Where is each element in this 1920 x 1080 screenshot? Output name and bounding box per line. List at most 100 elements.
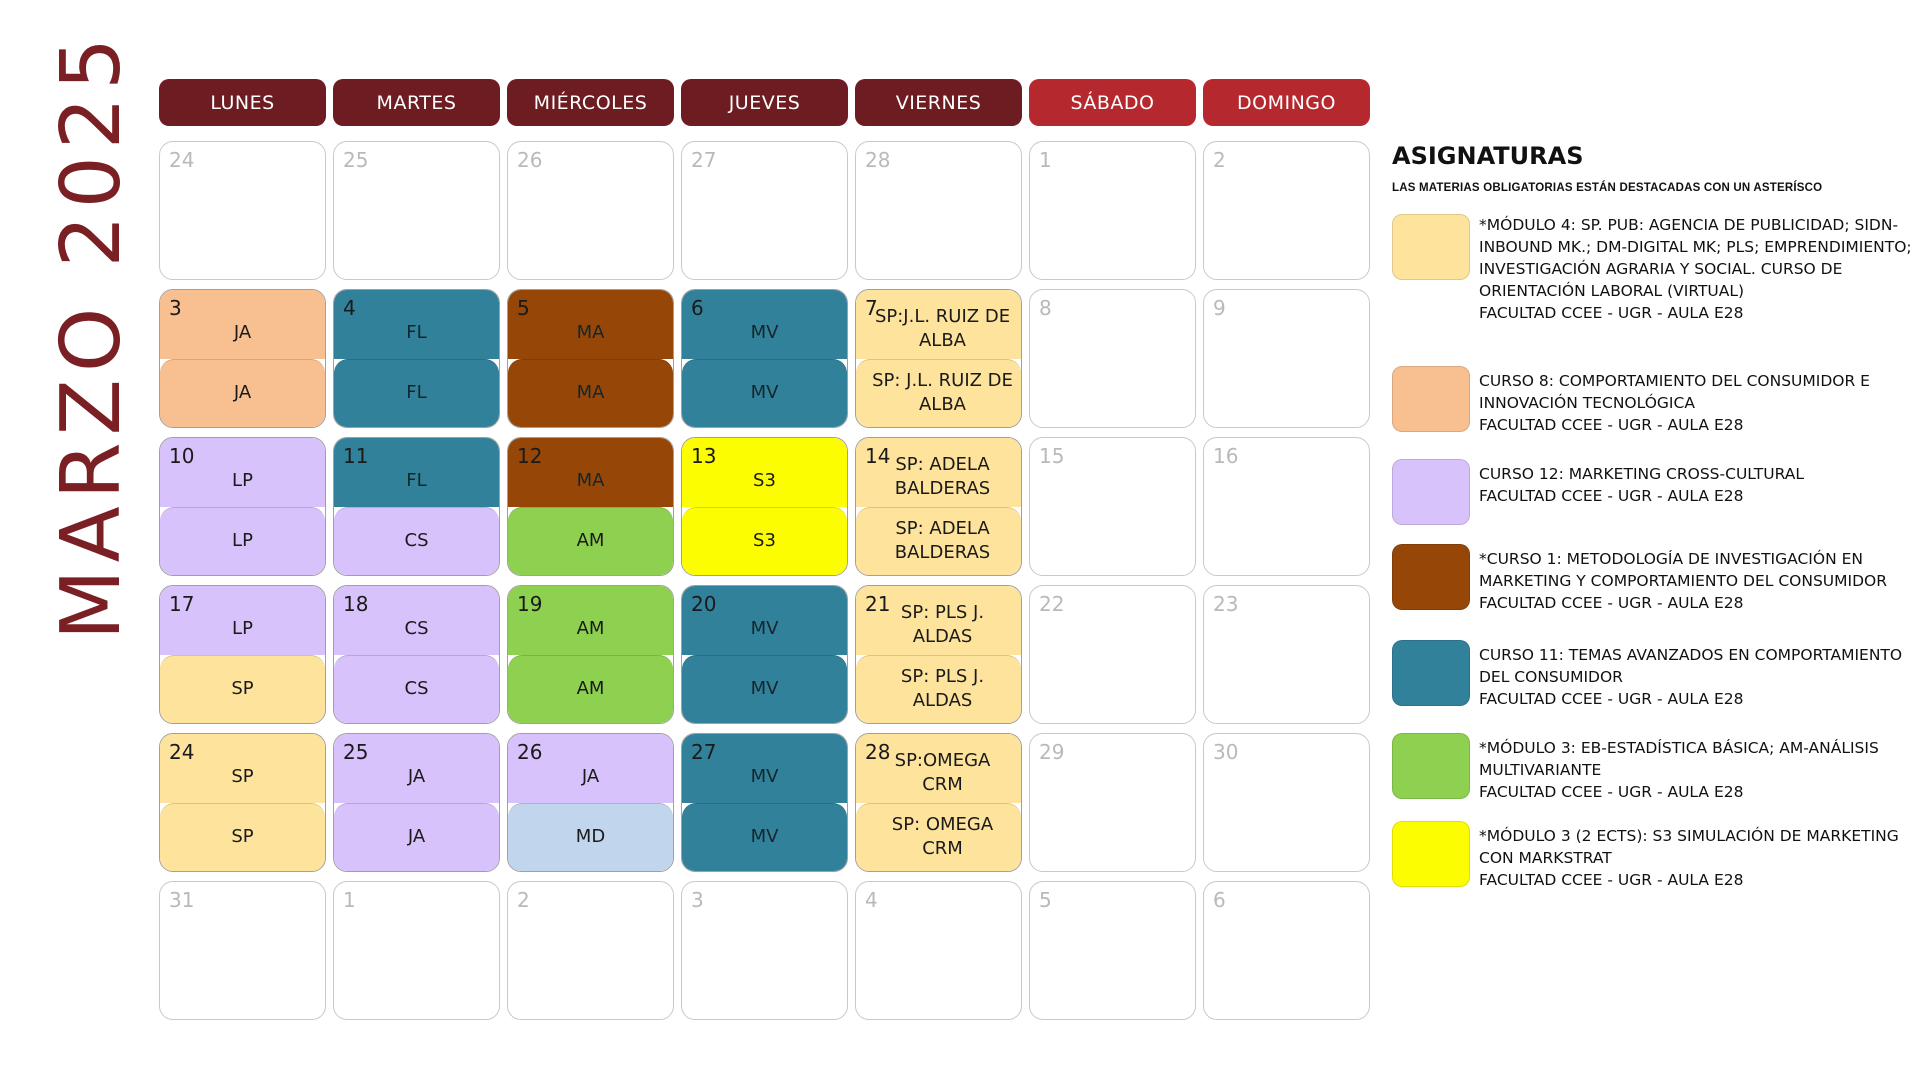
weekday-header-miércoles: MIÉRCOLES (507, 79, 674, 126)
day-number: 1 (1039, 148, 1052, 172)
session-afternoon: FL (334, 358, 499, 427)
day-cell[interactable]: SP: PLS J. ALDAS SP: PLS J. ALDAS 21 (855, 585, 1022, 724)
legend-color-swatch (1392, 821, 1470, 887)
legend-description: *MÓDULO 3: EB-ESTADÍSTICA BÁSICA; AM-ANÁ… (1479, 739, 1879, 801)
legend-subtitle: LAS MATERIAS OBLIGATORIAS ESTÁN DESTACAD… (1392, 182, 1823, 194)
legend-description: *MÓDULO 3 (2 ECTS): S3 SIMULACIÓN DE MAR… (1479, 827, 1899, 889)
day-number: 29 (1039, 740, 1065, 764)
session-afternoon: SP (160, 802, 325, 871)
session-afternoon: SP: J.L. RUIZ DE ALBA (856, 358, 1021, 427)
day-number: 5 (517, 296, 530, 320)
day-cell[interactable]: 25 (333, 141, 500, 280)
day-number: 17 (169, 592, 195, 616)
day-number: 23 (1213, 592, 1239, 616)
day-number: 2 (517, 888, 530, 912)
day-cell[interactable]: MA MA 5 (507, 289, 674, 428)
day-cell[interactable]: 27 (681, 141, 848, 280)
day-cell[interactable]: LP SP 17 (159, 585, 326, 724)
session-morning: FL (334, 438, 499, 507)
day-number: 25 (343, 148, 369, 172)
day-cell[interactable]: FL CS 11 (333, 437, 500, 576)
day-number: 7 (865, 296, 878, 320)
day-cell[interactable]: S3 S3 13 (681, 437, 848, 576)
session-afternoon: LP (160, 506, 325, 575)
session-morning: SP: ADELA BALDERAS (856, 438, 1021, 507)
day-cell[interactable]: MA AM 12 (507, 437, 674, 576)
day-cell[interactable]: MV MV 20 (681, 585, 848, 724)
session-morning: CS (334, 586, 499, 655)
day-cell[interactable]: MV MV 6 (681, 289, 848, 428)
day-cell[interactable]: JA JA 3 (159, 289, 326, 428)
day-number: 14 (865, 444, 891, 468)
legend-description: CURSO 11: TEMAS AVANZADOS EN COMPORTAMIE… (1479, 646, 1903, 708)
weekday-header-domingo: DOMINGO (1203, 79, 1370, 126)
day-cell[interactable]: 22 (1029, 585, 1196, 724)
session-afternoon: MV (682, 802, 847, 871)
day-number: 10 (169, 444, 195, 468)
session-morning: S3 (682, 438, 847, 507)
day-cell[interactable]: 26 (507, 141, 674, 280)
day-cell[interactable]: AM AM 19 (507, 585, 674, 724)
legend-color-swatch (1392, 214, 1470, 280)
day-number: 16 (1213, 444, 1239, 468)
day-cell[interactable]: SP: ADELA BALDERAS SP: ADELA BALDERAS 14 (855, 437, 1022, 576)
day-number: 11 (343, 444, 369, 468)
day-cell[interactable]: 23 (1203, 585, 1370, 724)
day-number: 31 (169, 888, 195, 912)
month-year-label: MARZO 2025 (44, 30, 140, 640)
day-cell[interactable]: JA MD 26 (507, 733, 674, 872)
day-cell[interactable]: 9 (1203, 289, 1370, 428)
day-cell[interactable]: SP:OMEGA CRM SP: OMEGA CRM 28 (855, 733, 1022, 872)
day-cell[interactable]: LP LP 10 (159, 437, 326, 576)
day-cell[interactable]: SP SP 24 (159, 733, 326, 872)
day-cell[interactable]: FL FL 4 (333, 289, 500, 428)
session-morning: JA (160, 290, 325, 359)
day-cell[interactable]: 30 (1203, 733, 1370, 872)
day-cell[interactable]: 28 (855, 141, 1022, 280)
day-number: 26 (517, 740, 543, 764)
day-cell[interactable]: 15 (1029, 437, 1196, 576)
day-cell[interactable]: 4 (855, 881, 1022, 1020)
day-cell[interactable]: 6 (1203, 881, 1370, 1020)
day-number: 19 (517, 592, 543, 616)
day-number: 28 (865, 740, 891, 764)
session-morning: FL (334, 290, 499, 359)
subjects-legend: ASIGNATURAS LAS MATERIAS OBLIGATORIAS ES… (1392, 142, 1912, 889)
day-cell[interactable]: 24 (159, 141, 326, 280)
day-number: 9 (1213, 296, 1226, 320)
day-cell[interactable]: 16 (1203, 437, 1370, 576)
day-cell[interactable]: 5 (1029, 881, 1196, 1020)
day-cell[interactable]: 3 (681, 881, 848, 1020)
session-morning: JA (508, 734, 673, 803)
day-cell[interactable]: JA JA 25 (333, 733, 500, 872)
weekday-header-sábado: SÁBADO (1029, 79, 1196, 126)
day-number: 25 (343, 740, 369, 764)
day-cell[interactable]: MV MV 27 (681, 733, 848, 872)
day-cell[interactable]: 8 (1029, 289, 1196, 428)
day-cell[interactable]: 2 (507, 881, 674, 1020)
day-number: 6 (691, 296, 704, 320)
day-number: 15 (1039, 444, 1065, 468)
day-cell[interactable]: 1 (333, 881, 500, 1020)
day-number: 27 (691, 740, 717, 764)
session-morning: LP (160, 438, 325, 507)
day-cell[interactable]: 31 (159, 881, 326, 1020)
day-number: 28 (865, 148, 891, 172)
day-cell[interactable]: 1 (1029, 141, 1196, 280)
day-cell[interactable]: CS CS 18 (333, 585, 500, 724)
session-afternoon: SP (160, 654, 325, 723)
day-number: 18 (343, 592, 369, 616)
legend-title: ASIGNATURAS (1392, 142, 1584, 170)
session-afternoon: MD (508, 802, 673, 871)
session-morning: SP: PLS J. ALDAS (856, 586, 1021, 655)
day-cell[interactable]: 29 (1029, 733, 1196, 872)
session-morning: LP (160, 586, 325, 655)
calendar-title: MARZO 2025 (45, 30, 140, 639)
legend-color-swatch (1392, 544, 1470, 610)
legend-description: *MÓDULO 4: SP. PUB: AGENCIA DE PUBLICIDA… (1479, 216, 1912, 322)
day-cell[interactable]: SP:J.L. RUIZ DE ALBA SP: J.L. RUIZ DE ALB… (855, 289, 1022, 428)
session-morning: MV (682, 586, 847, 655)
day-number: 3 (691, 888, 704, 912)
day-cell[interactable]: 2 (1203, 141, 1370, 280)
session-morning: AM (508, 586, 673, 655)
